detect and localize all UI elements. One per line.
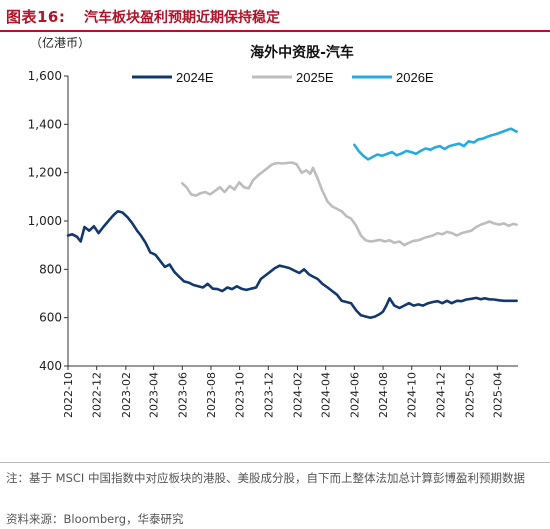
x-tick-label: 2024-12 [434,372,447,418]
x-tick-label: 2022-12 [91,372,104,418]
series-line-2026E [353,127,518,161]
x-tick-label: 2024-06 [348,372,361,418]
y-tick-label: 1,600 [28,69,62,83]
x-tick-label: 2023-08 [205,372,218,418]
y-axis-label: （亿港币） [30,35,90,50]
y-tick-label: 400 [39,359,62,373]
axes: 400 600 800 1,000 1,200 1,400 1,600 2022-10 2022… [28,69,518,418]
chart: 海外中资股-汽车 （亿港币） 2024E 2025E 2026E 400 600 800… [28,35,518,418]
y-tick-label: 600 [39,311,62,325]
chart-title: 海外中资股-汽车 [250,44,354,61]
series-line-2025E [181,161,518,247]
header-divider [0,30,550,32]
y-tick-label: 800 [39,262,62,276]
x-tick-label: 2024-04 [320,372,333,418]
figure-header: 图表16: 汽车板块盈利预期近期保持稳定 [0,0,550,30]
source-note: 资料来源：Bloomberg，华泰研究 [6,512,184,526]
legend-label-2024E: 2024E [176,70,214,85]
x-tick-label: 2023-10 [234,372,247,418]
figure-title: 汽车板块盈利预期近期保持稳定 [84,10,280,26]
footnote: 注：基于 MSCI 中国指数中对应板块的港股、美股成分股，自下而上整体法加总计算… [6,471,525,485]
x-tick-label: 2024-10 [406,372,419,418]
figure-number: 图表16: [6,8,66,26]
y-tick-label: 1,000 [28,214,62,228]
x-tick-label: 2023-06 [176,372,189,418]
x-tick-label: 2023-02 [120,372,133,418]
x-tick-label: 2024-08 [377,372,390,418]
x-tick-label: 2023-04 [148,372,161,418]
y-tick-label: 1,400 [28,117,62,131]
y-tick-label: 1,200 [28,166,62,180]
legend: 2024E 2025E 2026E [132,70,434,85]
x-tick-label: 2025-02 [464,372,477,418]
x-tick-label: 2024-02 [291,372,304,418]
series-lines [66,127,518,320]
x-tick-label: 2022-10 [62,372,75,418]
x-tick-label: 2025-04 [491,372,504,418]
legend-label-2025E: 2025E [296,70,334,85]
x-tick-label: 2023-12 [262,372,275,418]
footer-divider [0,462,550,463]
series-line-2024E [66,210,518,320]
legend-label-2026E: 2026E [396,70,434,85]
